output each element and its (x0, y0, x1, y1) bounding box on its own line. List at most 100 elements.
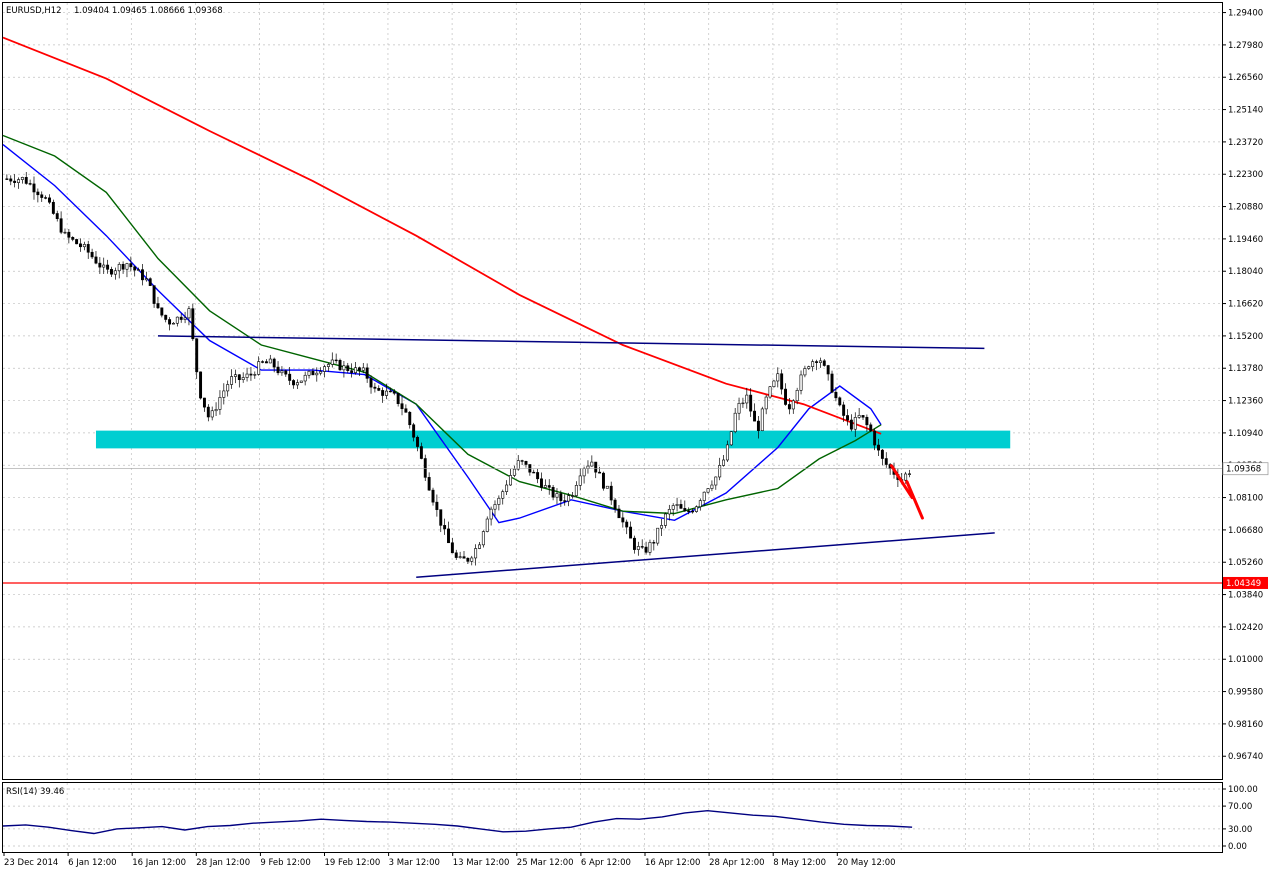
grid-lines (3, 3, 1222, 852)
candle-down (292, 380, 296, 386)
candle-up (791, 400, 795, 410)
candle-up (671, 505, 675, 510)
candle-down (71, 237, 75, 240)
candle-up (857, 415, 861, 418)
candle-down (652, 542, 656, 544)
candle-up (268, 358, 272, 364)
candle-down (357, 367, 361, 371)
time-tick-label: 20 May 12:00 (837, 858, 895, 868)
candle-up (667, 509, 671, 515)
candle-down (13, 180, 17, 183)
candle-up (20, 177, 24, 180)
candle-down (86, 244, 90, 253)
candle-down (90, 251, 94, 258)
price-tick-label: 1.26560 (1228, 73, 1263, 83)
candle-down (237, 374, 241, 381)
rsi-level-label: 0.00 (1228, 842, 1247, 852)
candle-up (210, 410, 214, 418)
candle-down (842, 404, 846, 416)
candle-down (431, 489, 435, 503)
support-line (3, 468, 1222, 584)
candle-up (555, 493, 559, 498)
candle-up (501, 491, 505, 499)
candle-up (811, 361, 815, 367)
price-tick-label: 1.02420 (1228, 623, 1263, 633)
candle-up (319, 371, 323, 374)
candle-up (799, 374, 803, 391)
support-price-badge: 1.04349 (1223, 576, 1268, 589)
candle-up (230, 376, 234, 385)
price-tick-label: 1.23720 (1228, 138, 1263, 148)
candle-up (303, 374, 307, 382)
candle-up (497, 497, 501, 505)
candle-up (307, 370, 311, 376)
trendlines (157, 335, 995, 579)
candle-down (780, 373, 784, 390)
candle-up (113, 270, 117, 275)
candle-up (509, 475, 512, 486)
candle-down (547, 485, 551, 488)
candle-up (768, 386, 772, 398)
price-tick-label: 1.29400 (1228, 9, 1263, 19)
candle-down (532, 471, 536, 474)
candle-up (280, 370, 284, 374)
time-axis: 23 Dec 2014 6 Jan 12:00 16 Jan 12:00 28 Jan… (3, 852, 896, 868)
candle-up (489, 508, 493, 520)
candle-down (849, 419, 853, 430)
candle-down (632, 537, 636, 550)
candle-down (404, 408, 408, 413)
candle-down (834, 391, 838, 399)
rsi-line (2, 809, 913, 835)
candle-down (121, 263, 125, 270)
candle-up (656, 527, 660, 544)
candle-down (288, 373, 292, 381)
candle-down (884, 458, 888, 465)
candle-down (427, 477, 431, 491)
candle-down (164, 314, 168, 320)
candle-down (559, 493, 563, 501)
cyan-zone-rect (95, 430, 1011, 449)
candle-down (873, 430, 877, 446)
candle-up (63, 231, 67, 234)
candle-up (706, 488, 710, 493)
candle-down (749, 394, 753, 412)
candle-down (202, 397, 206, 408)
price-tick-label: 1.22300 (1228, 170, 1263, 180)
time-tick-label: 6 Jan 12:00 (68, 858, 116, 868)
candle-up (729, 431, 733, 446)
candle-down (838, 397, 842, 406)
candle-down (416, 436, 419, 447)
price-tick-label: 1.27980 (1228, 41, 1263, 51)
price-tick-label: 1.05260 (1228, 558, 1263, 568)
candle-up (183, 317, 187, 320)
price-tick-label: 1.16620 (1228, 300, 1263, 310)
trendline-1 (157, 335, 985, 350)
candle-down (365, 367, 369, 379)
candle-down (540, 478, 543, 488)
candle-down (846, 415, 849, 421)
candle-up (660, 525, 664, 529)
candle-down (822, 360, 826, 366)
candle-up (648, 542, 652, 553)
candle-up (342, 365, 346, 371)
candle-up (590, 461, 594, 467)
candle-up (102, 264, 106, 268)
candle-down (377, 388, 381, 391)
rsi-panel-frame (2, 782, 1223, 853)
candle-down (625, 521, 629, 528)
candle-up (505, 484, 509, 492)
candle-down (106, 264, 110, 270)
candle-up (760, 408, 764, 431)
rsi-level-label: 100.00 (1228, 785, 1258, 795)
candle-down (44, 197, 48, 199)
candle-down (249, 373, 253, 376)
candle-down (679, 504, 683, 509)
candle-down (815, 361, 818, 363)
price-tick-label: 1.19460 (1228, 235, 1263, 245)
candle-down (373, 386, 377, 389)
candle-down (51, 201, 55, 214)
candle-down (869, 424, 873, 432)
candle-up (299, 380, 303, 383)
time-tick-label: 23 Dec 2014 (4, 858, 58, 868)
